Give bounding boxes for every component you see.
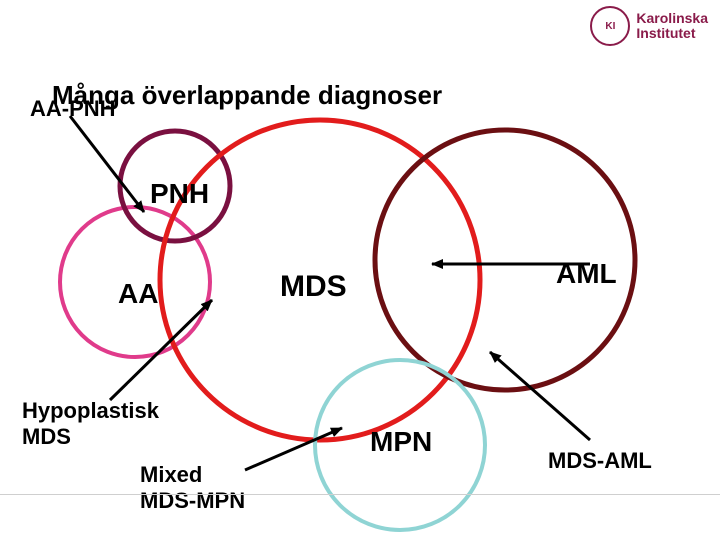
arrow-aa-pnh: [70, 116, 144, 212]
lbl-mixed: Mixed MDS-MPN: [140, 462, 245, 514]
arrow-mixed-mpn: [245, 428, 342, 470]
lbl-hypo: Hypoplastisk MDS: [22, 398, 159, 450]
arrow-mds-aml: [490, 352, 590, 440]
slide-stage: KI Karolinska Institutet Många överlappa…: [0, 0, 720, 540]
lbl-pnh: PNH: [150, 178, 209, 210]
footer-rule: [0, 494, 720, 495]
lbl-aa: AA: [118, 278, 158, 310]
lbl-mds: MDS: [280, 270, 347, 304]
lbl-aml: AML: [556, 258, 617, 290]
lbl-mds-aml: MDS-AML: [548, 448, 652, 474]
lbl-aa-pnh: AA-PNH: [30, 96, 116, 122]
lbl-mpn: MPN: [370, 426, 432, 458]
